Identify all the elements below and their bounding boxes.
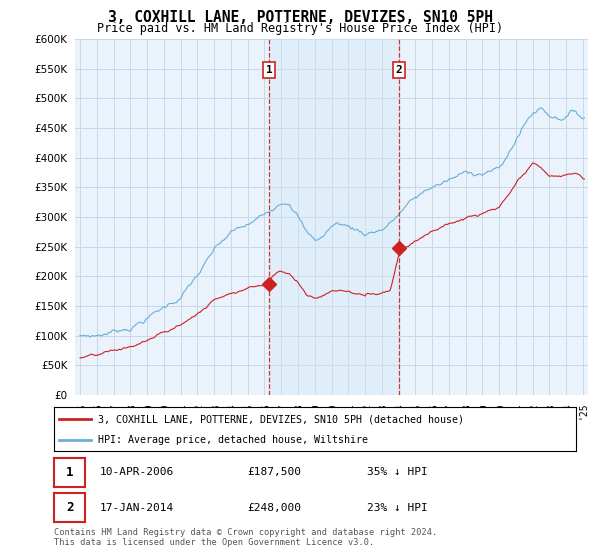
Text: 1: 1 (66, 465, 73, 479)
Text: 2: 2 (66, 501, 73, 515)
Text: HPI: Average price, detached house, Wiltshire: HPI: Average price, detached house, Wilt… (98, 435, 368, 445)
Text: 1: 1 (266, 65, 272, 75)
Text: £187,500: £187,500 (247, 467, 301, 477)
Text: 35% ↓ HPI: 35% ↓ HPI (367, 467, 428, 477)
Text: 23% ↓ HPI: 23% ↓ HPI (367, 503, 428, 513)
Text: Price paid vs. HM Land Registry's House Price Index (HPI): Price paid vs. HM Land Registry's House … (97, 22, 503, 35)
Text: 17-JAN-2014: 17-JAN-2014 (100, 503, 175, 513)
Text: 10-APR-2006: 10-APR-2006 (100, 467, 175, 477)
Bar (269, 39, 399, 395)
Text: Contains HM Land Registry data © Crown copyright and database right 2024.
This d: Contains HM Land Registry data © Crown c… (54, 528, 437, 548)
Text: 3, COXHILL LANE, POTTERNE, DEVIZES, SN10 5PH (detached house): 3, COXHILL LANE, POTTERNE, DEVIZES, SN10… (98, 414, 464, 424)
Text: 3, COXHILL LANE, POTTERNE, DEVIZES, SN10 5PH: 3, COXHILL LANE, POTTERNE, DEVIZES, SN10… (107, 10, 493, 25)
Text: £248,000: £248,000 (247, 503, 301, 513)
Text: 2: 2 (396, 65, 403, 75)
